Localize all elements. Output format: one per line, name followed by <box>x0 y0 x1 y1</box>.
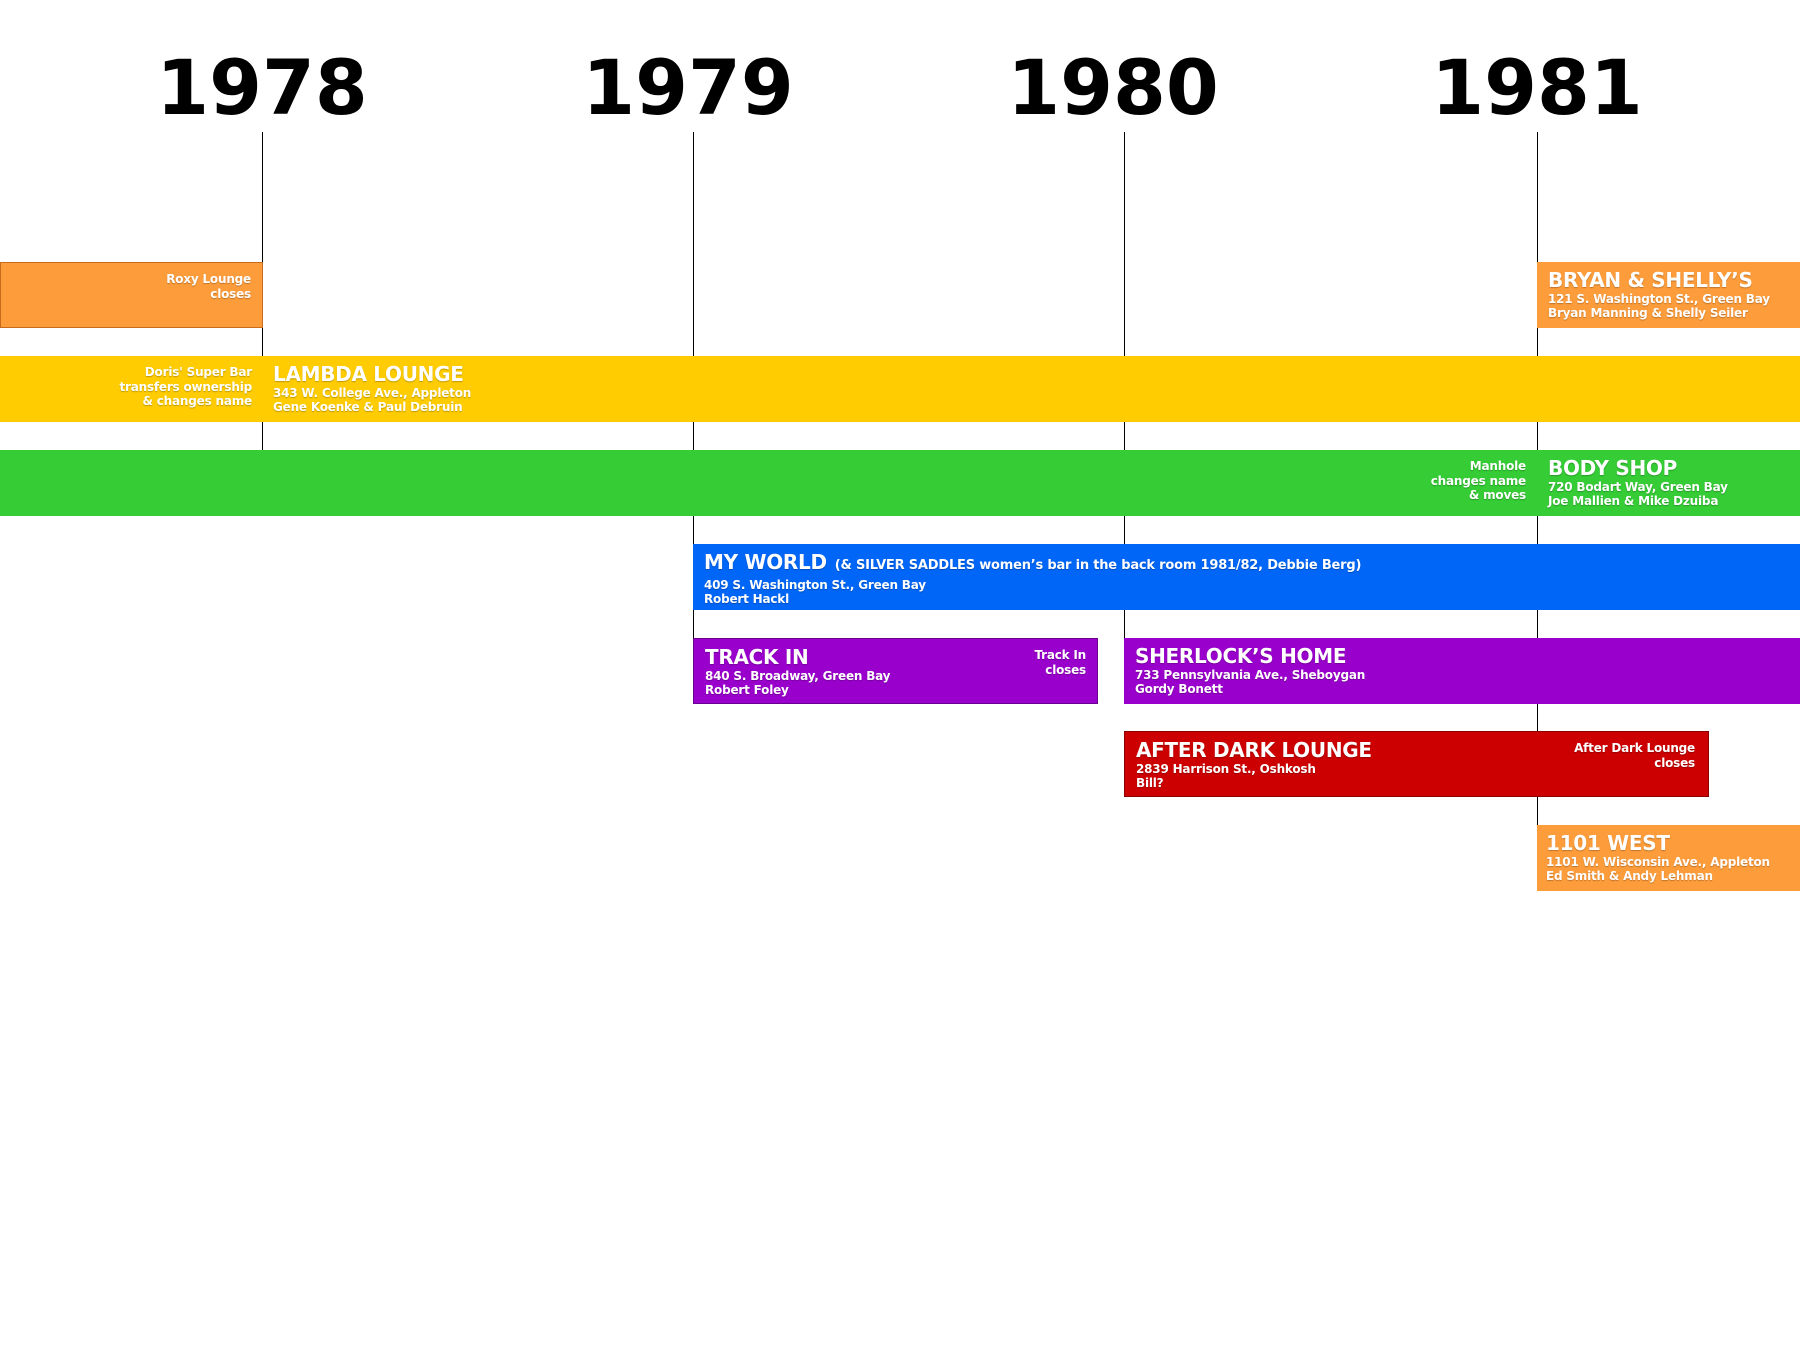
after-dark-lounge-closes-note: After Dark Lounge closes <box>1574 741 1695 770</box>
sherlocks-home-venue: SHERLOCK’S HOME 733 Pennsylvania Ave., S… <box>1135 644 1365 696</box>
venue-owners: Bryan Manning & Shelly Seiler <box>1548 306 1748 320</box>
lambda-lounge-venue: LAMBDA LOUNGE 343 W. College Ave., Apple… <box>273 362 471 414</box>
body-shop-venue: BODY SHOP 720 Bodart Way, Green Bay Joe … <box>1548 456 1728 508</box>
lambda-lounge-bar: Doris' Super Bar transfers ownership & c… <box>0 356 1800 422</box>
event-note-line: closes <box>1045 662 1086 677</box>
my-world-bar: MY WORLD (& SILVER SADDLES women’s bar in… <box>693 544 1800 610</box>
year-label-1980: 1980 <box>1007 43 1219 132</box>
event-note-line: Manhole <box>1469 459 1526 473</box>
track-in-venue: TRACK IN 840 S. Broadway, Green Bay Robe… <box>705 645 891 697</box>
after-dark-lounge-venue: AFTER DARK LOUNGE 2839 Harrison St., Osh… <box>1136 738 1372 790</box>
venue-name-row: MY WORLD (& SILVER SADDLES women’s bar in… <box>704 550 1361 578</box>
1101-west-bar: 1101 WEST 1101 W. Wisconsin Ave., Applet… <box>1537 825 1800 891</box>
venue-owners: Robert Foley <box>705 683 789 697</box>
doris-super-bar-note: Doris' Super Bar transfers ownership & c… <box>119 365 252 409</box>
venue-name: BRYAN & SHELLY’S <box>1548 268 1753 292</box>
venue-name: MY WORLD <box>704 550 827 574</box>
manhole-changes-name-note: Manhole changes name & moves <box>1431 459 1526 503</box>
my-world-venue: MY WORLD (& SILVER SADDLES women’s bar in… <box>704 550 1361 606</box>
venue-address: 1101 W. Wisconsin Ave., Appleton <box>1546 855 1770 869</box>
venue-address: 121 S. Washington St., Green Bay <box>1548 292 1770 306</box>
year-label-1978: 1978 <box>156 43 368 132</box>
event-note-line: Doris' Super Bar <box>144 365 252 379</box>
event-note-line: changes name <box>1430 473 1526 488</box>
venue-address: 409 S. Washington St., Green Bay <box>704 578 926 592</box>
venue-name: LAMBDA LOUNGE <box>273 362 464 386</box>
venue-name: 1101 WEST <box>1546 831 1670 855</box>
event-note-line: closes <box>1654 755 1695 770</box>
venue-address: 733 Pennsylvania Ave., Sheboygan <box>1135 668 1366 682</box>
event-note-line: After Dark Lounge <box>1574 741 1695 755</box>
event-note-line: Track In <box>1034 648 1086 662</box>
event-note-line: & changes name <box>142 394 253 408</box>
venue-owners: Ed Smith & Andy Lehman <box>1546 869 1713 883</box>
roxy-lounge-bar: Roxy Lounge closes <box>0 262 263 328</box>
venue-name: AFTER DARK LOUNGE <box>1136 738 1372 762</box>
venue-owners: Bill? <box>1136 776 1164 790</box>
1101-west-venue: 1101 WEST 1101 W. Wisconsin Ave., Applet… <box>1546 831 1770 883</box>
venue-address: 840 S. Broadway, Green Bay <box>705 669 891 683</box>
year-label-1981: 1981 <box>1431 43 1643 132</box>
venue-name: SHERLOCK’S HOME <box>1135 644 1347 668</box>
venue-owners: Gordy Bonett <box>1135 682 1223 696</box>
venue-address: 343 W. College Ave., Appleton <box>273 386 472 400</box>
bryan-shellys-venue: BRYAN & SHELLY’S 121 S. Washington St., … <box>1548 268 1770 320</box>
venue-owners: Joe Mallien & Mike Dzuiba <box>1548 494 1719 508</box>
venue-owners: Gene Koenke & Paul Debruin <box>273 400 463 414</box>
body-shop-bar: Manhole changes name & moves BODY SHOP 7… <box>0 450 1800 516</box>
venue-name: TRACK IN <box>705 645 809 669</box>
venue-note: (& SILVER SADDLES women’s bar in the bac… <box>834 558 1362 573</box>
event-note-line: Roxy Lounge <box>166 272 251 286</box>
venue-name: BODY SHOP <box>1548 456 1677 480</box>
bryan-shellys-bar: BRYAN & SHELLY’S 121 S. Washington St., … <box>1537 262 1800 328</box>
event-note-line: & moves <box>1468 488 1526 502</box>
track-in-closes-note: Track In closes <box>1034 648 1086 677</box>
venue-owners: Robert Hackl <box>704 592 789 606</box>
year-label-1979: 1979 <box>582 43 794 132</box>
after-dark-lounge-bar: AFTER DARK LOUNGE 2839 Harrison St., Osh… <box>1124 731 1709 797</box>
event-note-line: transfers ownership <box>119 379 252 394</box>
event-note-line: closes <box>210 286 251 301</box>
roxy-lounge-closes-note: Roxy Lounge closes <box>166 272 251 301</box>
venue-address: 2839 Harrison St., Oshkosh <box>1136 762 1316 776</box>
venue-address: 720 Bodart Way, Green Bay <box>1548 480 1728 494</box>
sherlocks-home-bar: SHERLOCK’S HOME 733 Pennsylvania Ave., S… <box>1124 638 1800 704</box>
track-in-bar: TRACK IN 840 S. Broadway, Green Bay Robe… <box>693 638 1098 704</box>
